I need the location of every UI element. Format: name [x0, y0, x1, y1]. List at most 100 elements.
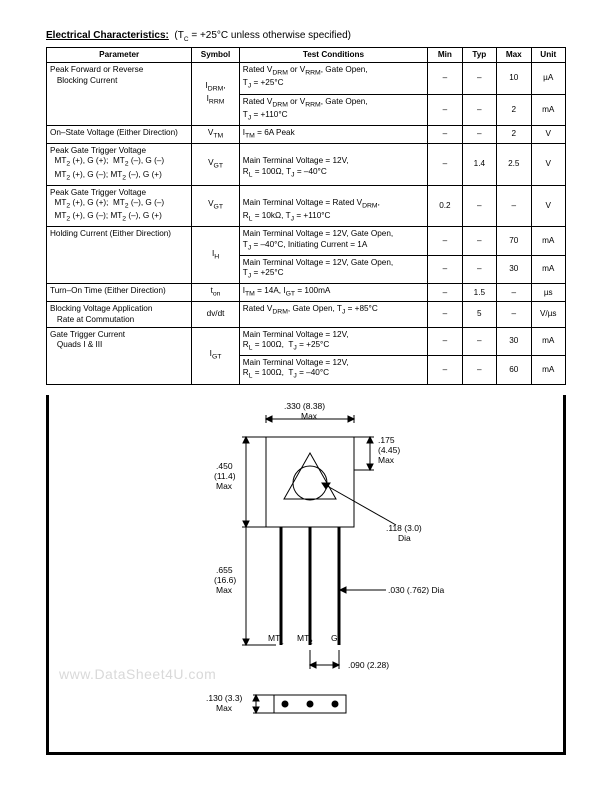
cell-max: – — [497, 302, 531, 328]
cell-typ: 5 — [462, 302, 496, 328]
title-cond-open: (T — [174, 30, 183, 41]
cell-typ: – — [462, 227, 496, 255]
cell-min: – — [428, 144, 462, 186]
cell-max: 30 — [497, 255, 531, 283]
cell-typ: – — [462, 125, 496, 143]
cell-parameter: Holding Current (Either Direction) — [47, 227, 192, 284]
cell-unit: mA — [531, 255, 565, 283]
cell-typ: – — [462, 356, 496, 384]
cell-unit: V — [531, 125, 565, 143]
cell-symbol: ton — [192, 284, 239, 302]
table-header-row: Parameter Symbol Test Conditions Min Typ… — [47, 48, 566, 63]
table-row: Peak Gate Trigger Voltage MT2 (+), G (+)… — [47, 144, 566, 186]
cell-max: 60 — [497, 356, 531, 384]
cell-min: – — [428, 227, 462, 255]
col-parameter: Parameter — [47, 48, 192, 63]
cell-unit: mA — [531, 327, 565, 355]
cell-symbol: IH — [192, 227, 239, 284]
cell-unit: mA — [531, 227, 565, 255]
cell-min: – — [428, 94, 462, 125]
electrical-characteristics-table: Parameter Symbol Test Conditions Min Typ… — [46, 47, 566, 385]
col-min: Min — [428, 48, 462, 63]
dim-lead-length: .655(16.6)Max — [214, 565, 236, 595]
cell-unit: V/µs — [531, 302, 565, 328]
cell-min: – — [428, 302, 462, 328]
cell-max: 70 — [497, 227, 531, 255]
cell-min: – — [428, 125, 462, 143]
cell-unit: mA — [531, 94, 565, 125]
cell-unit: V — [531, 144, 565, 186]
cell-min: – — [428, 255, 462, 283]
table-row: Gate Trigger Current Quads I & IIIIGTMai… — [47, 327, 566, 355]
cell-unit: µA — [531, 63, 565, 94]
watermark: www.DataSheet4U.com — [59, 666, 216, 682]
cell-typ: – — [462, 94, 496, 125]
dim-top-width: .330 (8.38)Max — [284, 401, 325, 421]
cell-typ: – — [462, 327, 496, 355]
cell-typ: – — [462, 185, 496, 227]
cell-conditions: Rated VDRM, Gate Open, TJ = +85°C — [239, 302, 427, 328]
cell-min: 0.2 — [428, 185, 462, 227]
cell-symbol: VTM — [192, 125, 239, 143]
dim-lead-dia: .030 (.762) Dia — [388, 585, 444, 595]
cell-symbol: VGT — [192, 185, 239, 227]
cell-conditions: Rated VDRM or VRRM, Gate Open,TJ = +110°… — [239, 94, 427, 125]
dim-right-top: .175(4.45)Max — [378, 435, 400, 465]
col-conditions: Test Conditions — [239, 48, 427, 63]
cell-conditions: Main Terminal Voltage = 12V,RL = 100Ω, T… — [239, 144, 427, 186]
cell-min: – — [428, 284, 462, 302]
cell-max: 30 — [497, 327, 531, 355]
cell-min: – — [428, 356, 462, 384]
cell-typ: 1.4 — [462, 144, 496, 186]
cell-symbol: IDRM,IRRM — [192, 63, 239, 126]
dim-circle-dia: .118 (3.0)Dia — [386, 523, 422, 543]
cell-typ: 1.5 — [462, 284, 496, 302]
table-row: Holding Current (Either Direction)IHMain… — [47, 227, 566, 255]
section-title: Electrical Characteristics: (TC = +25°C … — [46, 30, 566, 43]
col-typ: Typ — [462, 48, 496, 63]
package-outline-frame: .330 (8.38)Max .450(11.4)Max .655(16.6)M… — [46, 395, 566, 755]
table-row: Peak Forward or Reverse Blocking Current… — [47, 63, 566, 94]
cell-unit: µs — [531, 284, 565, 302]
cell-max: 2 — [497, 125, 531, 143]
cell-conditions: Main Terminal Voltage = 12V, Gate Open,T… — [239, 227, 427, 255]
cell-conditions: Rated VDRM or VRRM, Gate Open,TJ = +25°C — [239, 63, 427, 94]
cell-conditions: ITM = 14A, IGT = 100mA — [239, 284, 427, 302]
col-symbol: Symbol — [192, 48, 239, 63]
cell-parameter: Peak Forward or Reverse Blocking Current — [47, 63, 192, 126]
cell-conditions: ITM = 6A Peak — [239, 125, 427, 143]
title-text: Electrical Characteristics: — [46, 30, 169, 41]
cell-conditions: Main Terminal Voltage = 12V, Gate Open,T… — [239, 255, 427, 283]
cell-parameter: On–State Voltage (Either Direction) — [47, 125, 192, 143]
cell-conditions: Main Terminal Voltage = Rated VDRM,RL = … — [239, 185, 427, 227]
cell-symbol: VGT — [192, 144, 239, 186]
table-row: Turn–On Time (Either Direction)tonITM = … — [47, 284, 566, 302]
dim-pitch: .090 (2.28) — [348, 660, 389, 670]
cell-parameter: Turn–On Time (Either Direction) — [47, 284, 192, 302]
cell-symbol: IGT — [192, 327, 239, 384]
cell-conditions: Main Terminal Voltage = 12V,RL = 100Ω, T… — [239, 356, 427, 384]
cell-typ: – — [462, 255, 496, 283]
cell-parameter: Peak Gate Trigger Voltage MT2 (+), G (+)… — [47, 185, 192, 227]
cell-parameter: Gate Trigger Current Quads I & III — [47, 327, 192, 384]
cell-parameter: Blocking Voltage Application Rate at Com… — [47, 302, 192, 328]
cell-conditions: Main Terminal Voltage = 12V,RL = 100Ω, T… — [239, 327, 427, 355]
table-row: Blocking Voltage Application Rate at Com… — [47, 302, 566, 328]
cell-max: 2 — [497, 94, 531, 125]
cell-min: – — [428, 63, 462, 94]
package-outline-drawing: .330 (8.38)Max .450(11.4)Max .655(16.6)M… — [126, 395, 486, 735]
table-row: On–State Voltage (Either Direction)VTMIT… — [47, 125, 566, 143]
dim-bottom-thick: .130 (3.3)Max — [206, 693, 243, 713]
col-max: Max — [497, 48, 531, 63]
cell-symbol: dv/dt — [192, 302, 239, 328]
cell-unit: V — [531, 185, 565, 227]
dim-body-height: .450(11.4)Max — [214, 461, 236, 491]
cell-min: – — [428, 327, 462, 355]
cell-max: 10 — [497, 63, 531, 94]
cell-max: – — [497, 185, 531, 227]
pin3-label: G — [331, 633, 338, 643]
cell-unit: mA — [531, 356, 565, 384]
cell-max: 2.5 — [497, 144, 531, 186]
title-cond-rest: = +25°C unless otherwise specified) — [189, 30, 351, 41]
cell-typ: – — [462, 63, 496, 94]
